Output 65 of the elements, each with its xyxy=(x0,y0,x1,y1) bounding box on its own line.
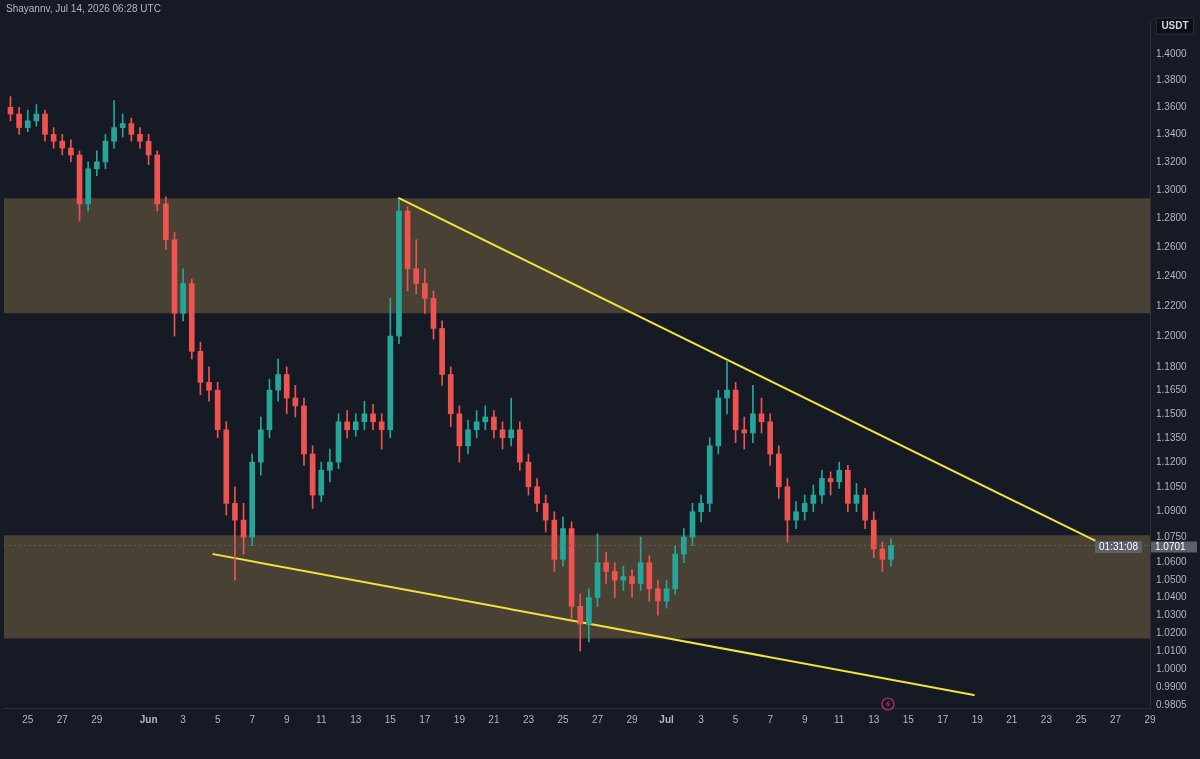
y-tick-label: 1.3400 xyxy=(1156,128,1188,140)
y-tick-label: 1.0750 xyxy=(1156,530,1188,542)
y-tick-label: 1.0300 xyxy=(1156,608,1188,620)
y-tick-label: 1.1650 xyxy=(1156,383,1188,395)
y-tick-label: 0.9900 xyxy=(1156,681,1188,693)
x-tick-label: Jul xyxy=(659,713,675,725)
y-tick-label: 1.2400 xyxy=(1156,269,1188,281)
y-tick-label: 1.2800 xyxy=(1156,211,1188,223)
x-tick-label: 11 xyxy=(316,713,327,725)
x-tick-label: 29 xyxy=(1144,713,1156,725)
x-tick-label: 9 xyxy=(283,713,290,725)
y-tick-label: 1.1200 xyxy=(1156,455,1188,467)
x-tick-label: 21 xyxy=(488,713,500,725)
annotation: 01:31:08 xyxy=(1099,540,1139,552)
x-tick-label: 7 xyxy=(249,713,256,725)
y-tick-label: 1.0200 xyxy=(1156,626,1188,638)
x-tick-label: 17 xyxy=(419,713,431,725)
y-tick-label: 1.3600 xyxy=(1156,101,1188,113)
x-tick-label: 27 xyxy=(1109,713,1122,725)
x-tick-label: 21 xyxy=(1006,713,1018,725)
x-tick-label: 3 xyxy=(698,713,705,725)
y-tick-label: 1.0400 xyxy=(1156,591,1188,603)
y-tick-label: 1.1350 xyxy=(1156,431,1188,443)
y-tick-label: 1.1050 xyxy=(1156,480,1188,492)
x-tick-label: 19 xyxy=(971,713,984,725)
x-tick-label: 7 xyxy=(767,713,774,725)
x-tick-label: 23 xyxy=(522,713,535,725)
y-tick-label: 1.0000 xyxy=(1156,662,1188,674)
x-tick-label: 15 xyxy=(384,713,397,725)
y-tick-label: 1.2600 xyxy=(1156,240,1188,252)
y-axis-title: USDT xyxy=(1161,19,1189,31)
x-tick-label: Jun xyxy=(139,713,158,725)
x-tick-label: 3 xyxy=(180,713,187,725)
x-tick-label: 19 xyxy=(453,713,466,725)
x-tick-label: 11 xyxy=(834,713,845,725)
x-tick-label: 17 xyxy=(937,713,949,725)
y-tick-label: 1.3000 xyxy=(1156,183,1188,195)
y-tick-label: 1.3200 xyxy=(1156,155,1188,167)
y-tick-label: 1.2000 xyxy=(1156,329,1188,341)
x-tick-label: 9 xyxy=(801,713,808,725)
x-tick-label: 25 xyxy=(557,713,569,725)
x-tick-label: 29 xyxy=(626,713,639,725)
x-tick-label: 13 xyxy=(868,713,880,725)
x-tick-label: 5 xyxy=(732,713,739,725)
x-tick-label: 29 xyxy=(91,713,103,725)
y-tick-label: 1.4000 xyxy=(1156,48,1188,60)
x-tick-label: 27 xyxy=(56,713,69,725)
y-tick-label: 1.1800 xyxy=(1156,360,1188,372)
text: Shayannv, Jul 14, 2026 06:28 UTC xyxy=(6,2,161,14)
y-tick-label: 1.1500 xyxy=(1156,407,1188,419)
x-tick-label: 15 xyxy=(902,713,915,725)
x-tick-label: 13 xyxy=(350,713,362,725)
y-tick-label: 1.3800 xyxy=(1156,74,1188,86)
x-tick-label: 25 xyxy=(1075,713,1087,725)
x-tick-label: 25 xyxy=(22,713,34,725)
y-tick-label: 1.2200 xyxy=(1156,299,1188,311)
y-tick-label: 1.0600 xyxy=(1156,556,1188,568)
x-tick-label: 5 xyxy=(214,713,221,725)
y-tick-label: 0.9805 xyxy=(1156,698,1188,710)
x-tick-label: 27 xyxy=(591,713,604,725)
ref-line-label: 1.0701 xyxy=(1155,540,1187,552)
y-tick-label: 1.0900 xyxy=(1156,505,1188,517)
x-tick-label: 23 xyxy=(1040,713,1053,725)
y-tick-label: 1.0100 xyxy=(1156,644,1188,656)
y-tick-label: 1.0500 xyxy=(1156,573,1188,585)
